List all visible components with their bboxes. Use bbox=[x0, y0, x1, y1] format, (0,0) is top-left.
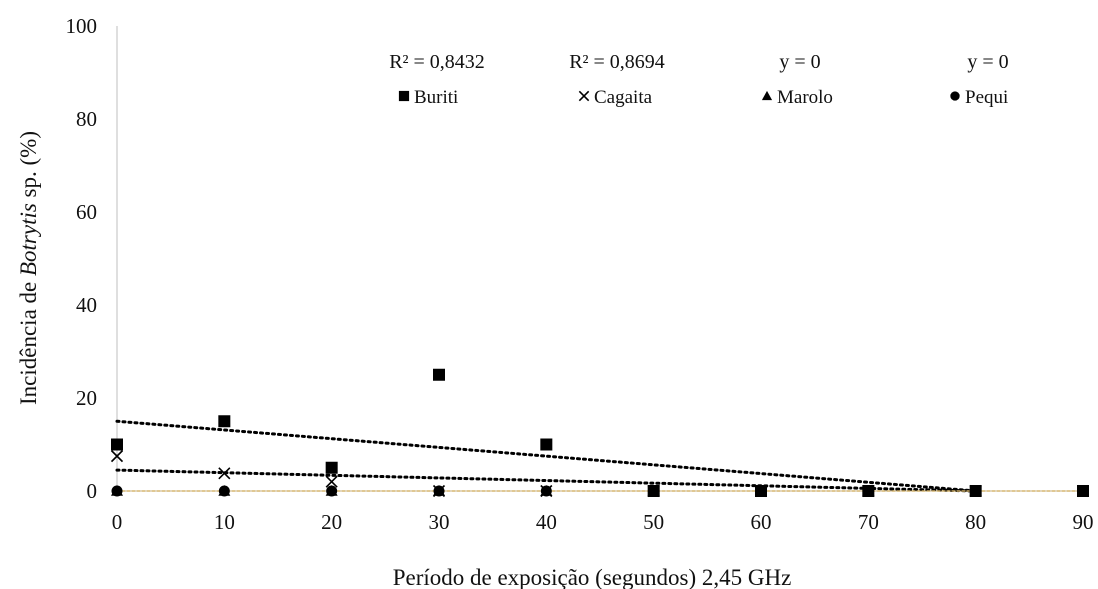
x-tick-label: 50 bbox=[643, 510, 664, 534]
legend-marker-buriti bbox=[398, 90, 410, 102]
y-tick-label: 100 bbox=[66, 14, 98, 38]
legend-marker-marolo bbox=[761, 90, 773, 101]
buriti-point bbox=[218, 415, 231, 428]
cagaita-trendline bbox=[115, 468, 978, 493]
y-tick-label: 40 bbox=[76, 293, 97, 317]
buriti-point bbox=[111, 438, 123, 451]
cagaita-point bbox=[218, 467, 231, 480]
pequi-point bbox=[862, 485, 874, 497]
legend-label-pequi: Pequi bbox=[965, 87, 1008, 108]
y-axis-title-prefix: Incidência de bbox=[16, 276, 41, 405]
legend-label-marolo: Marolo bbox=[777, 87, 833, 108]
data-points bbox=[110, 368, 1090, 498]
x-axis-title: Período de exposição (segundos) 2,45 GHz bbox=[393, 565, 792, 589]
x-tick-label: 40 bbox=[536, 510, 557, 534]
buriti-point bbox=[433, 368, 445, 381]
x-tick-label: 30 bbox=[429, 510, 450, 534]
y-axis-title: Incidência de Botrytis sp. (%) bbox=[16, 131, 41, 405]
legend-marker-cagaita bbox=[578, 90, 590, 102]
pequi-point bbox=[326, 485, 338, 497]
trendlines bbox=[115, 419, 1084, 493]
x-tick-label: 60 bbox=[751, 510, 772, 534]
pequi-point bbox=[755, 485, 767, 497]
pequi-point bbox=[218, 485, 230, 497]
pequi-point bbox=[111, 485, 123, 497]
pequi-point bbox=[970, 485, 982, 497]
y-tick-label: 0 bbox=[87, 479, 98, 503]
legend: R² = 0,8432 Buriti R² = 0,8694 Cagaita y = 0… bbox=[389, 51, 1008, 108]
buriti-point bbox=[325, 461, 338, 474]
x-tick-label: 20 bbox=[321, 510, 342, 534]
y-tick-label: 60 bbox=[76, 200, 97, 224]
pequi-point bbox=[433, 485, 445, 497]
pequi-point bbox=[540, 485, 552, 497]
legend-marker-pequi bbox=[950, 91, 960, 101]
pequi-point bbox=[648, 485, 660, 497]
legend-label-buriti: Buriti bbox=[414, 87, 458, 108]
x-tick-labels: 0 10 20 30 40 50 60 70 80 90 bbox=[112, 510, 1094, 534]
x-tick-label: 90 bbox=[1073, 510, 1094, 534]
x-tick-label: 70 bbox=[858, 510, 879, 534]
legend-label-cagaita: Cagaita bbox=[594, 87, 653, 108]
pequi-equation: y = 0 bbox=[967, 51, 1008, 73]
x-tick-label: 0 bbox=[112, 510, 123, 534]
pequi-point bbox=[1077, 485, 1089, 497]
y-tick-label: 80 bbox=[76, 107, 97, 131]
x-tick-label: 10 bbox=[214, 510, 235, 534]
buriti-equation: R² = 0,8432 bbox=[389, 51, 485, 73]
buriti-trendline bbox=[115, 419, 978, 493]
marolo-equation: y = 0 bbox=[779, 51, 820, 73]
y-tick-labels: 0 20 40 60 80 100 bbox=[66, 14, 98, 503]
y-tick-label: 20 bbox=[76, 386, 97, 410]
cagaita-equation: R² = 0,8694 bbox=[569, 51, 665, 73]
x-tick-label: 80 bbox=[965, 510, 986, 534]
y-axis-title-suffix: sp. (%) bbox=[16, 131, 41, 203]
buriti-point bbox=[540, 438, 553, 451]
y-axis-title-italic: Botrytis bbox=[16, 203, 41, 276]
cagaita-point bbox=[110, 450, 124, 463]
cagaita-point bbox=[325, 475, 338, 488]
